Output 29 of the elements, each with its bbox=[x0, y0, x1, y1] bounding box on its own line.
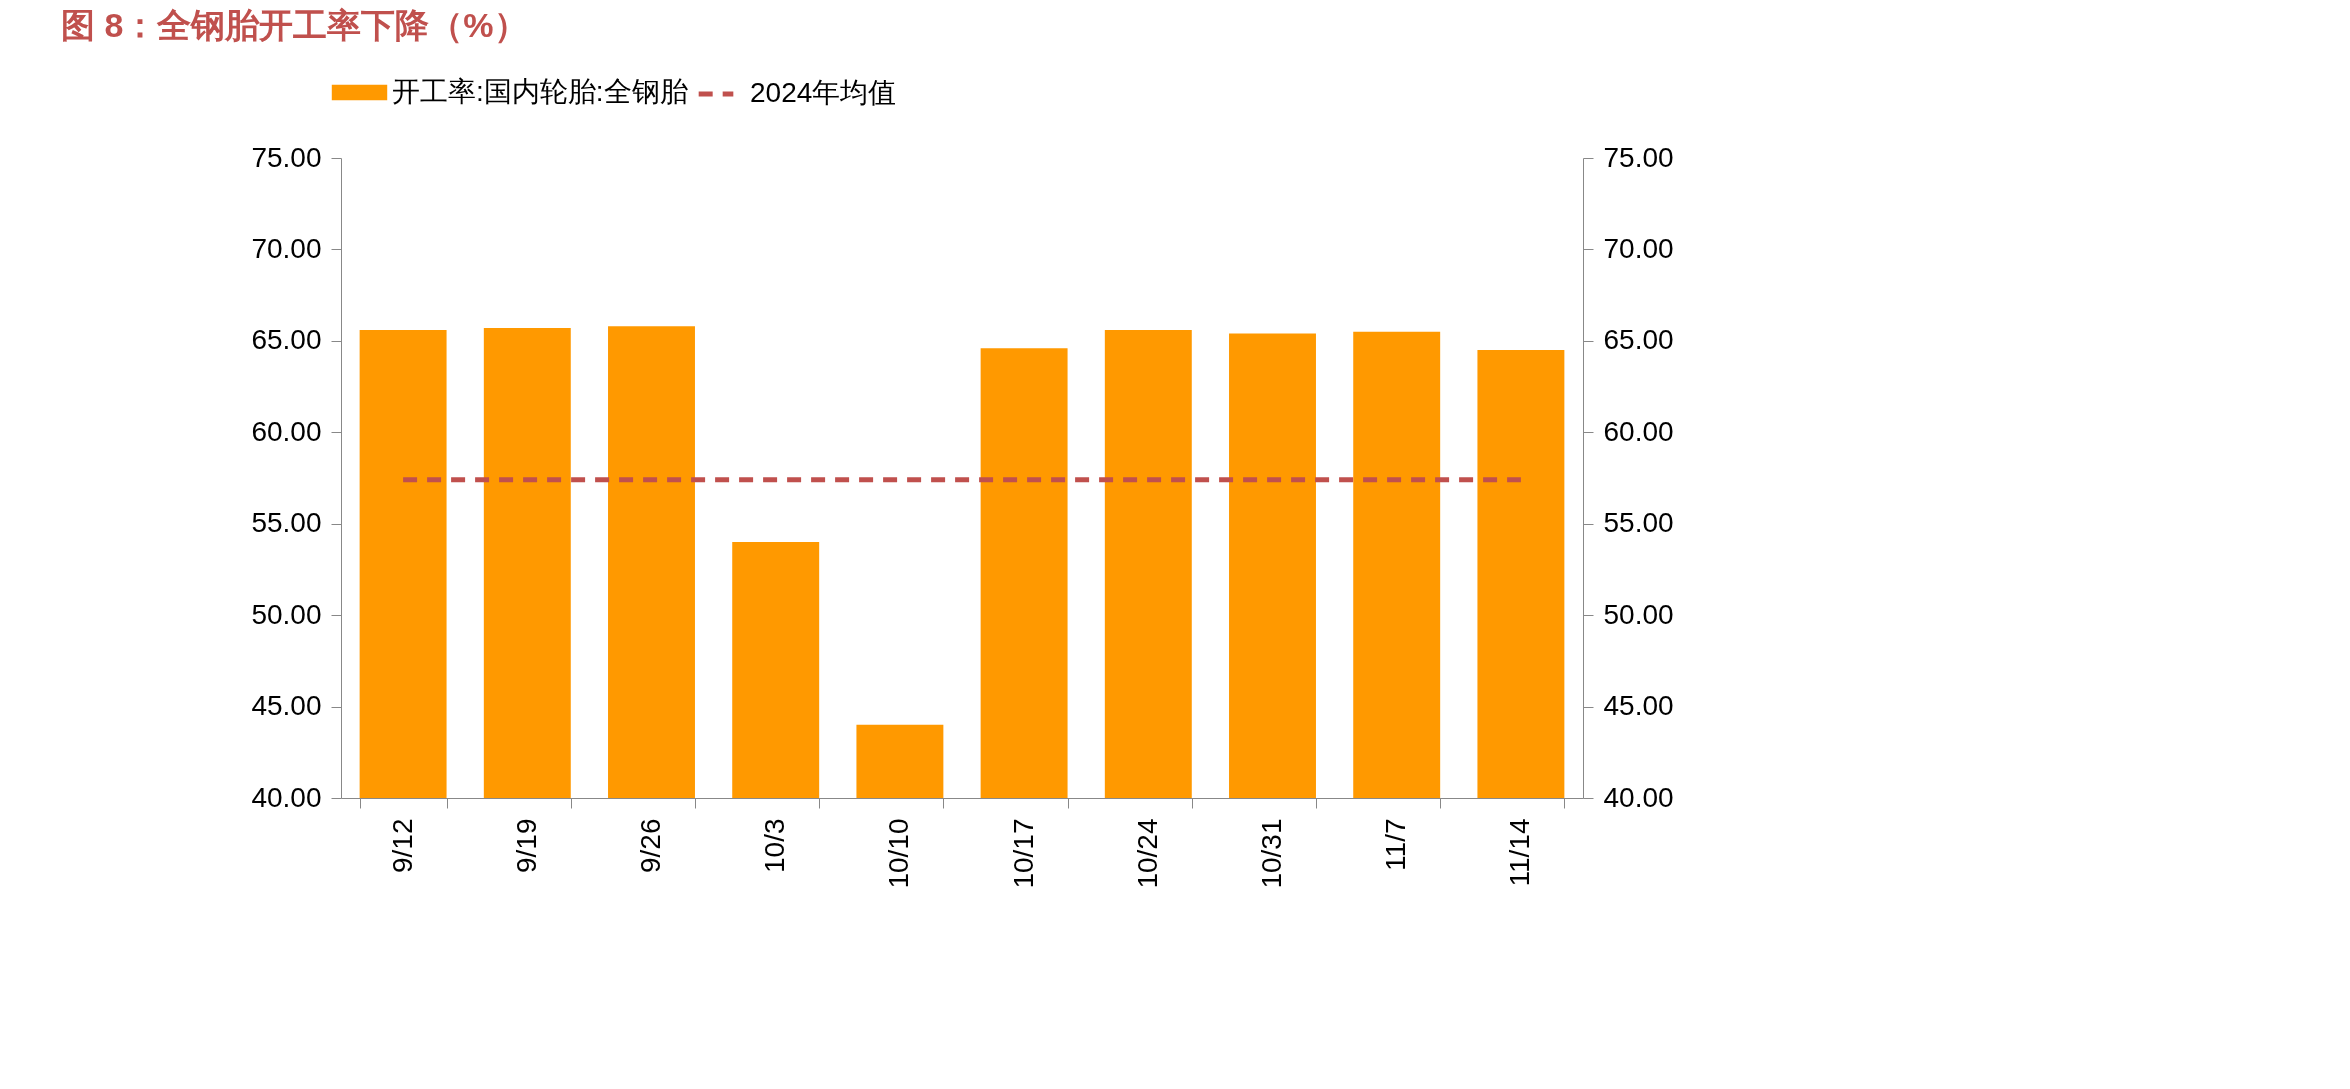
x-tick-label: 10/3 bbox=[759, 818, 791, 873]
x-tick-label: 10/24 bbox=[1131, 818, 1163, 889]
x-tick-label: 9/12 bbox=[386, 818, 418, 873]
chart-title: 图 8：全钢胎开工率下降（%） bbox=[60, 6, 528, 44]
y-tick-label: 75.00 bbox=[251, 141, 322, 173]
x-tick-label: 10/10 bbox=[883, 818, 915, 889]
y2-tick-label: 60.00 bbox=[1603, 415, 1674, 447]
y2-tick-label: 55.00 bbox=[1603, 507, 1674, 539]
x-tick-label: 11/7 bbox=[1380, 818, 1412, 871]
y-tick-label: 65.00 bbox=[251, 324, 322, 356]
y-tick-label: 55.00 bbox=[251, 507, 322, 539]
y-tick-label: 45.00 bbox=[251, 690, 322, 722]
y2-tick-label: 65.00 bbox=[1603, 324, 1674, 356]
y2-tick-label: 75.00 bbox=[1603, 141, 1674, 173]
legend-label: 2024年均值 bbox=[750, 77, 897, 108]
y-tick-label: 50.00 bbox=[251, 598, 322, 630]
y2-tick-label: 50.00 bbox=[1603, 598, 1674, 630]
x-tick-label: 9/19 bbox=[510, 818, 542, 873]
x-tick-label: 11/14 bbox=[1504, 818, 1536, 887]
x-tick-label: 9/26 bbox=[635, 818, 666, 873]
legend-label: 开工率:国内轮胎:全钢胎 bbox=[392, 75, 688, 107]
y-tick-label: 40.00 bbox=[251, 781, 322, 813]
y2-tick-label: 70.00 bbox=[1603, 232, 1674, 264]
y2-tick-label: 40.00 bbox=[1603, 781, 1674, 813]
y-tick-label: 70.00 bbox=[251, 232, 322, 264]
y-tick-label: 60.00 bbox=[251, 415, 322, 447]
x-tick-label: 10/31 bbox=[1256, 818, 1287, 889]
x-tick-label: 10/17 bbox=[1007, 818, 1039, 889]
y2-tick-label: 45.00 bbox=[1603, 690, 1674, 722]
